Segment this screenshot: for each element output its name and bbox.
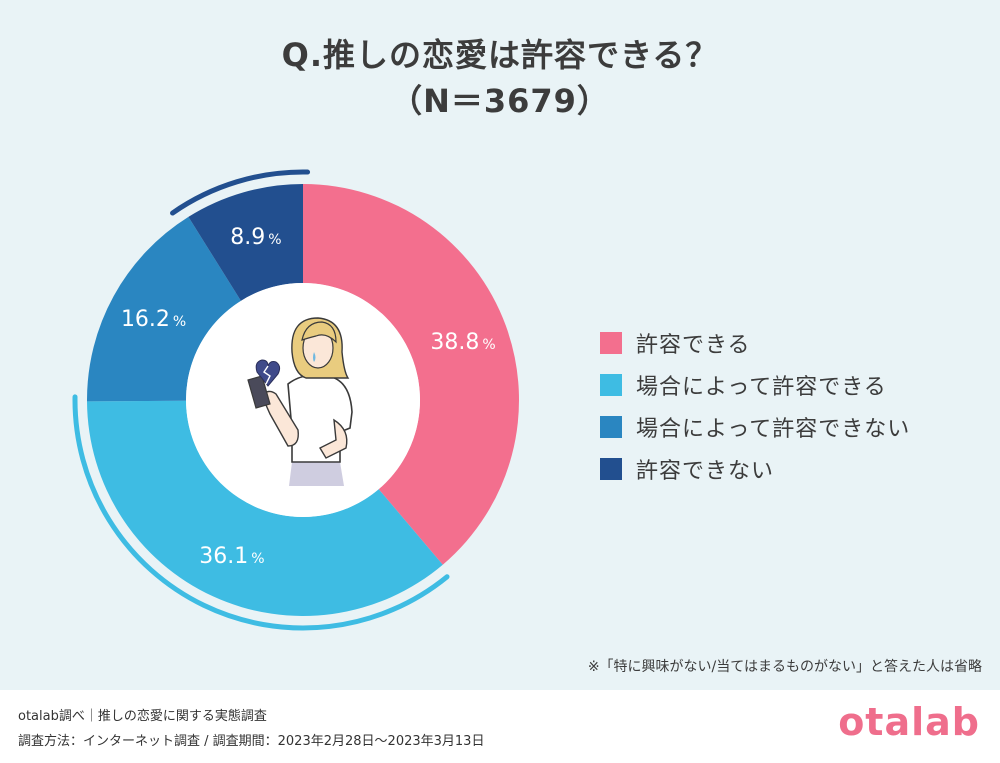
outer-accent-arc-4 xyxy=(170,169,311,216)
slice-value-label-1: 38.8% xyxy=(430,330,495,355)
legend-item-4: 許容できない xyxy=(600,448,910,490)
brand-logo: otalab xyxy=(838,700,980,744)
donut-slice-4 xyxy=(188,184,303,301)
donut-slice-2 xyxy=(87,400,443,616)
legend-item-1: 許容できる xyxy=(600,322,910,364)
legend-label: 許容できない xyxy=(636,459,775,484)
slice-value-label-2: 36.1% xyxy=(199,544,264,569)
legend-label: 場合によって許容できない xyxy=(636,417,911,442)
legend-swatch xyxy=(600,374,622,396)
donut-slice-1 xyxy=(303,184,519,565)
legend-item-2: 場合によって許容できる xyxy=(600,364,910,406)
broken-heart-icon xyxy=(255,359,281,387)
slice-value-label-4: 8.9% xyxy=(230,225,281,250)
footnote: ※「特に興味がない/当てはまるものがない」と答えた人は省略 xyxy=(587,659,982,675)
source-line: otalab調べ｜推しの恋愛に関する実態調査 xyxy=(18,709,267,724)
legend-swatch xyxy=(600,332,622,354)
legend-label: 許容できる xyxy=(636,333,751,358)
donut-slice-3 xyxy=(87,216,241,402)
title-line-2: （N＝3679） xyxy=(390,82,610,120)
woman-illustration-icon xyxy=(247,317,353,486)
legend-swatch xyxy=(600,458,622,480)
outer-accent-arc-2 xyxy=(72,394,450,631)
legend: 許容できる場合によって許容できる 場合によって許容できない 許容できない xyxy=(600,322,910,490)
legend-swatch xyxy=(600,416,622,438)
donut-chart: 38.8 % 36.1 % 16.2 % 8.9% xyxy=(72,169,519,631)
survey-method-line: 調査方法：インターネット調査 / 調査期間：2023年2月28日〜2023年3月… xyxy=(18,734,485,749)
title-line-1: Q.推しの恋愛は許容できる？ xyxy=(281,36,719,74)
footer: otalab調べ｜推しの恋愛に関する実態調査 調査方法：インターネット調査 / … xyxy=(0,690,1000,763)
legend-item-3: 場合によって許容できない xyxy=(600,406,910,448)
legend-label: 場合によって許容できる xyxy=(636,375,887,400)
slice-value-label-3: 16.2% xyxy=(121,307,186,332)
chart-title: Q.推しの恋愛は許容できる？ （N＝3679） xyxy=(0,32,1000,124)
